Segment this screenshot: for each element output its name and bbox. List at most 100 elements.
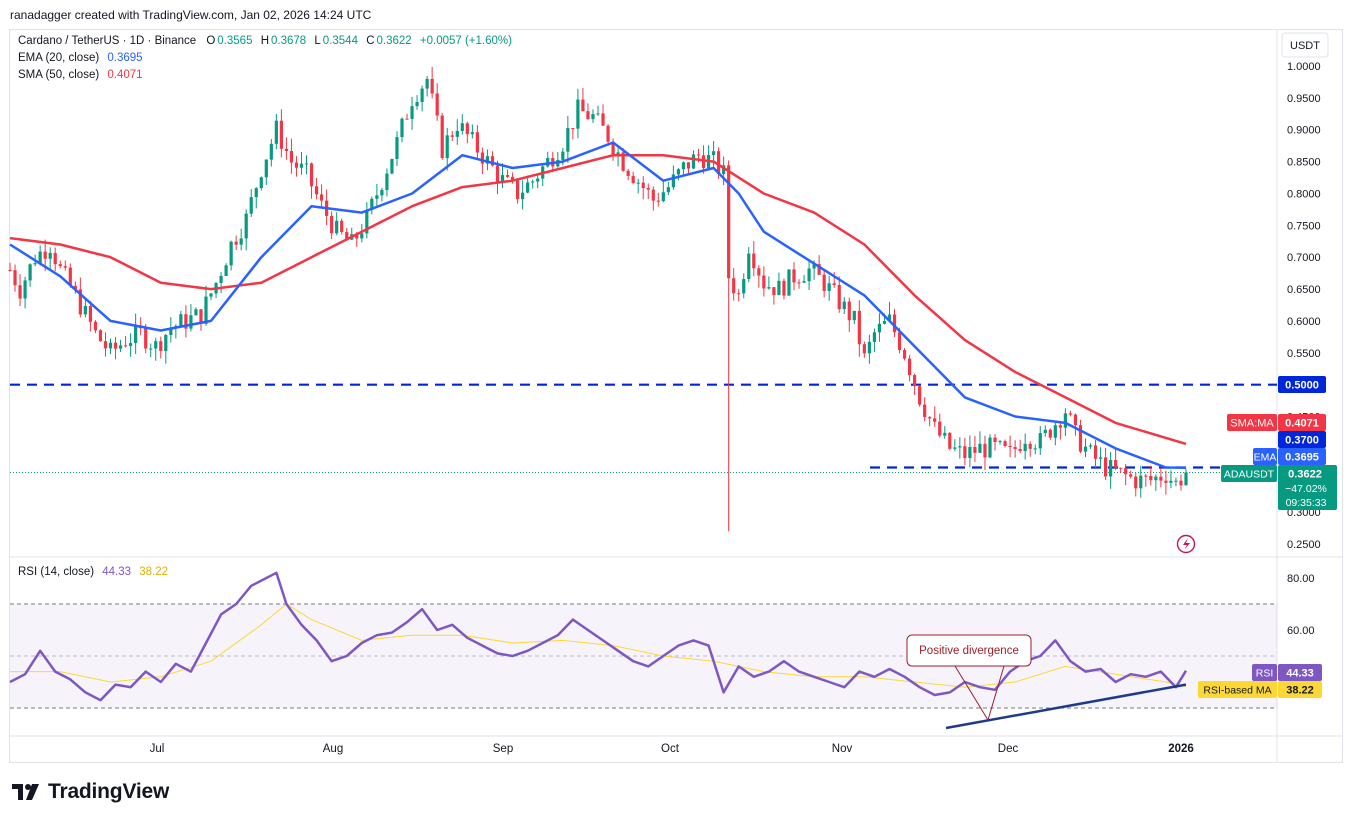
- candle-body: [797, 282, 801, 284]
- candle-body: [330, 215, 334, 234]
- candle-body: [209, 293, 213, 297]
- candle-body: [737, 293, 741, 295]
- candle-body: [18, 285, 22, 299]
- rsi-value-box: [1278, 664, 1322, 681]
- candle-body: [993, 437, 997, 443]
- candle-body: [475, 132, 479, 153]
- ema-value-box: [1278, 448, 1326, 465]
- rsi-ma-value-box: [1278, 681, 1322, 698]
- tradingview-logo[interactable]: TradingView: [12, 780, 169, 804]
- candle-body: [1008, 445, 1012, 448]
- currency-box[interactable]: [1281, 32, 1329, 58]
- candle-body: [1159, 476, 1163, 481]
- candle-body: [1164, 480, 1168, 483]
- candle-body: [631, 175, 635, 183]
- candle-body: [63, 266, 67, 268]
- candle-body: [742, 279, 746, 294]
- candle-body: [1103, 457, 1108, 477]
- chart-credit: ranadagger created with TradingView.com,…: [10, 8, 372, 22]
- candle-body: [13, 270, 17, 286]
- candle-body: [1028, 443, 1032, 449]
- change-value: +0.0057 (+1.60%): [419, 35, 512, 47]
- ema-legend[interactable]: EMA (20, close) 0.3695: [18, 52, 145, 64]
- pct-change-value: −47.02%: [1285, 483, 1327, 495]
- candle-body: [129, 343, 133, 346]
- level-high-value: 0.5000: [1285, 380, 1319, 392]
- countdown-value: 09:35:33: [1286, 497, 1327, 509]
- symbol-tag-label: ADAUSDT: [1224, 469, 1275, 481]
- rsi-legend-label: RSI (14, close): [18, 566, 95, 578]
- candle-body: [375, 195, 379, 199]
- lightning-icon[interactable]: [1176, 534, 1196, 554]
- ema-legend-label: EMA (20, close): [18, 52, 100, 64]
- candle-body: [224, 265, 228, 276]
- candle-body: [78, 289, 82, 315]
- sma-legend[interactable]: SMA (50, close) 0.4071: [18, 69, 145, 81]
- candle-body: [651, 189, 655, 201]
- candle-body: [1154, 476, 1158, 481]
- candle-body: [380, 189, 384, 196]
- time-axis-label: 2026: [1168, 743, 1194, 755]
- candle-body: [812, 264, 816, 269]
- symbol-tag-box: [1221, 465, 1277, 482]
- candle-body: [68, 267, 72, 286]
- candle-body: [842, 301, 846, 310]
- low-value: 0.3544: [322, 35, 358, 47]
- candle-body: [1053, 425, 1057, 438]
- candle-body: [963, 446, 967, 459]
- candle-body: [204, 296, 208, 324]
- candle-body: [696, 154, 701, 156]
- candle-body: [656, 200, 660, 202]
- candle-body: [435, 93, 439, 116]
- candle-body: [787, 269, 791, 296]
- sma-value: 0.4071: [1285, 418, 1319, 430]
- symbol-name[interactable]: Cardano / TetherUS · 1D · Binance: [18, 35, 197, 47]
- candle-body: [73, 285, 77, 290]
- candle-body: [465, 123, 469, 135]
- candle-body: [1098, 457, 1103, 459]
- candle-body: [1119, 467, 1123, 469]
- candle-body: [521, 192, 525, 200]
- rsi-ma-line: [10, 603, 1187, 688]
- candle-body: [611, 141, 615, 155]
- candle-body: [747, 253, 751, 280]
- price-tick-label: 0.9500: [1287, 93, 1321, 105]
- candle-body: [23, 280, 27, 299]
- candle-body: [33, 263, 37, 265]
- candle-body: [455, 130, 459, 137]
- candle-body: [1134, 476, 1138, 489]
- sma-value-box: [1278, 414, 1326, 431]
- rsi-legend[interactable]: RSI (14, close) 44.33 38.22: [18, 566, 170, 578]
- price-tick-label: 0.5500: [1287, 348, 1321, 360]
- rsi-ma-tag-label: RSI-based MA: [1203, 685, 1271, 697]
- candle-body: [1184, 472, 1188, 486]
- candle-body: [450, 135, 454, 137]
- candle-body: [1058, 425, 1062, 428]
- candle-body: [229, 241, 233, 266]
- candle-body: [837, 284, 841, 310]
- candle-body: [365, 209, 369, 234]
- candle-body: [1114, 460, 1118, 468]
- candle-body: [561, 151, 565, 160]
- candle-body: [1013, 447, 1017, 450]
- open-label: O: [206, 35, 216, 47]
- candle-body: [53, 252, 57, 265]
- rsi-tick-label: 60.00: [1287, 625, 1315, 637]
- candle-body: [772, 287, 776, 296]
- candle-body: [862, 344, 866, 354]
- close-value: 0.3622: [376, 35, 412, 47]
- candle-body: [782, 280, 786, 296]
- candle-body: [169, 328, 173, 335]
- candle-body: [1003, 441, 1007, 446]
- sma-legend-label: SMA (50, close): [18, 69, 100, 81]
- candle-body: [93, 321, 98, 331]
- candle-body: [978, 443, 982, 453]
- divergence-callout[interactable]: [906, 634, 1032, 667]
- candle-body: [1063, 413, 1067, 428]
- candle-body: [928, 417, 932, 419]
- candle-body: [1169, 480, 1173, 483]
- candle-body: [762, 275, 766, 289]
- candle-body: [199, 309, 203, 324]
- candle-body: [822, 274, 826, 291]
